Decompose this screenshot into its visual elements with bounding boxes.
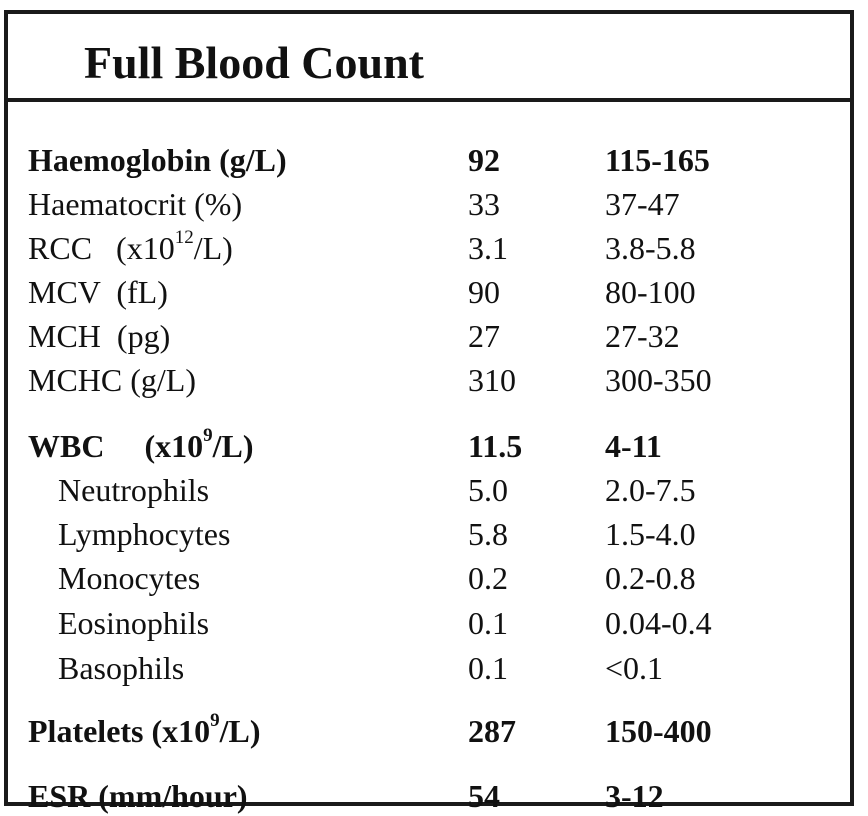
test-name-prefix: WBC (x10 bbox=[28, 428, 204, 464]
test-value: 5.8 bbox=[468, 516, 508, 552]
test-name: ESR (mm/hour) bbox=[28, 778, 248, 814]
reference-range: 4-11 bbox=[605, 428, 662, 464]
test-name-suffix: /L) bbox=[193, 230, 233, 266]
row-neutrophils: Neutrophils 5.0 2.0-7.5 bbox=[8, 470, 850, 510]
reference-range: 150-400 bbox=[605, 713, 712, 749]
test-name: Basophils bbox=[58, 650, 185, 686]
reference-range: 80-100 bbox=[605, 274, 696, 310]
row-esr: ESR (mm/hour) 54 3-12 bbox=[8, 776, 850, 816]
test-name: Lymphocytes bbox=[58, 516, 231, 552]
reference-range: 2.0-7.5 bbox=[605, 472, 696, 508]
title-bar: Full Blood Count bbox=[8, 14, 850, 102]
test-value: 11.5 bbox=[468, 428, 523, 464]
row-mch: MCH (pg) 27 27-32 bbox=[8, 316, 850, 356]
row-wbc: WBC (x109/L) 11.5 4-11 bbox=[8, 426, 850, 466]
row-lymphocytes: Lymphocytes 5.8 1.5-4.0 bbox=[8, 514, 850, 554]
reference-range: 27-32 bbox=[605, 318, 680, 354]
row-mcv: MCV (fL) 90 80-100 bbox=[8, 272, 850, 312]
test-value: 92 bbox=[468, 142, 500, 178]
test-name-exponent: 9 bbox=[210, 710, 220, 732]
row-eosinophils: Eosinophils 0.1 0.04-0.4 bbox=[8, 603, 850, 643]
row-monocytes: Monocytes 0.2 0.2-0.8 bbox=[8, 558, 850, 598]
reference-range: 300-350 bbox=[605, 362, 712, 398]
test-value: 310 bbox=[468, 362, 516, 398]
reference-range: 0.04-0.4 bbox=[605, 605, 712, 641]
test-name: Platelets (x109/L) bbox=[28, 711, 261, 751]
reference-range: 115-165 bbox=[605, 142, 710, 178]
test-value: 0.1 bbox=[468, 605, 508, 641]
test-name: MCV (fL) bbox=[28, 274, 168, 310]
test-value: 287 bbox=[468, 713, 516, 749]
reference-range: <0.1 bbox=[605, 650, 664, 686]
test-name-exponent: 9 bbox=[203, 425, 213, 447]
test-name-prefix: Platelets (x10 bbox=[28, 713, 211, 749]
test-value: 0.2 bbox=[468, 560, 508, 596]
row-mchc: MCHC (g/L) 310 300-350 bbox=[8, 360, 850, 400]
test-name: Eosinophils bbox=[58, 605, 210, 641]
row-haemoglobin: Haemoglobin (g/L) 92 115-165 bbox=[8, 140, 850, 180]
test-name-exponent: 12 bbox=[174, 227, 194, 249]
test-name-prefix: RCC (x10 bbox=[28, 230, 175, 266]
test-name: MCH (pg) bbox=[28, 318, 171, 354]
row-platelets: Platelets (x109/L) 287 150-400 bbox=[8, 711, 850, 751]
row-rcc: RCC (x1012/L) 3.1 3.8-5.8 bbox=[8, 228, 850, 268]
test-name: Monocytes bbox=[58, 560, 201, 596]
reference-range: 1.5-4.0 bbox=[605, 516, 696, 552]
full-blood-count-report: Full Blood Count Haemoglobin (g/L) 92 11… bbox=[4, 10, 854, 814]
test-value: 27 bbox=[468, 318, 500, 354]
test-name: Haemoglobin (g/L) bbox=[28, 142, 287, 178]
test-value: 3.1 bbox=[468, 230, 508, 266]
test-name-suffix: /L) bbox=[212, 428, 254, 464]
test-name: RCC (x1012/L) bbox=[28, 228, 233, 268]
test-value: 54 bbox=[468, 778, 500, 814]
reference-range: 0.2-0.8 bbox=[605, 560, 696, 596]
test-value: 33 bbox=[468, 186, 500, 222]
test-value: 5.0 bbox=[468, 472, 508, 508]
reference-range: 37-47 bbox=[605, 186, 680, 222]
row-basophils: Basophils 0.1 <0.1 bbox=[8, 648, 850, 688]
test-name-suffix: /L) bbox=[219, 713, 261, 749]
test-name: Haematocrit (%) bbox=[28, 186, 243, 222]
test-name: MCHC (g/L) bbox=[28, 362, 196, 398]
row-haematocrit: Haematocrit (%) 33 37-47 bbox=[8, 184, 850, 224]
test-value: 0.1 bbox=[468, 650, 508, 686]
reference-range: 3-12 bbox=[605, 778, 664, 814]
test-value: 90 bbox=[468, 274, 500, 310]
test-name: WBC (x109/L) bbox=[28, 426, 254, 466]
results-table: Haemoglobin (g/L) 92 115-165 Haematocrit… bbox=[8, 14, 850, 814]
test-name: Neutrophils bbox=[58, 472, 210, 508]
reference-range: 3.8-5.8 bbox=[605, 230, 696, 266]
report-title: Full Blood Count bbox=[84, 37, 424, 88]
